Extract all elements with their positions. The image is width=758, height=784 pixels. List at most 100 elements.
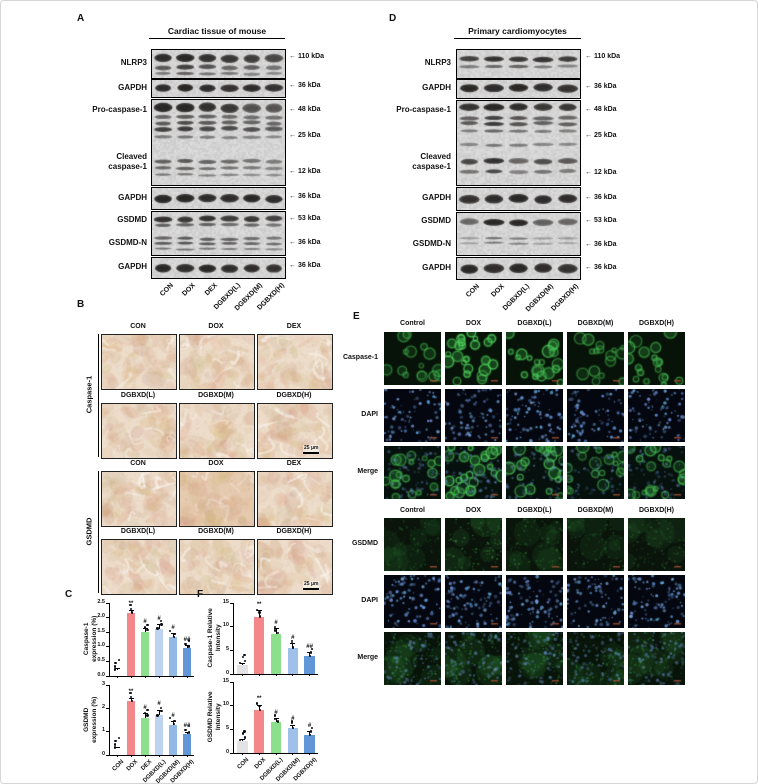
- error-bar: [258, 704, 260, 711]
- y-tick: [106, 684, 110, 686]
- wb-d-caspase1-blot: [456, 100, 581, 186]
- wb-a-gapdh3-blot: [151, 257, 286, 279]
- ihc-col-header: DGBXD(H): [276, 528, 312, 535]
- data-point-dot: [156, 627, 159, 630]
- x-tick: [241, 753, 243, 755]
- error-bar-cap: [239, 739, 245, 741]
- error-bar: [186, 731, 188, 734]
- x-tick: [116, 676, 118, 678]
- x-tick: [158, 676, 160, 678]
- ihc-image: [179, 539, 255, 595]
- y-tick: [106, 617, 110, 619]
- y-tick: [106, 602, 110, 604]
- data-point-dot: [129, 695, 132, 698]
- y-tick-label: 2.0: [97, 613, 105, 620]
- y-tick: [106, 646, 110, 648]
- bar: [126, 701, 136, 755]
- y-axis-label-line: Caspase-1 Relative: [207, 608, 215, 668]
- panel-a-label: A: [77, 13, 85, 24]
- y-axis-label-line: GSDMD Relative: [207, 691, 215, 743]
- error-bar: [186, 645, 188, 649]
- significance-label: #: [171, 624, 175, 631]
- ihc-image: [101, 334, 177, 390]
- error-bar: [292, 643, 294, 648]
- significance-label: **: [256, 601, 262, 608]
- significance-label: #: [157, 701, 161, 707]
- if-image: [445, 575, 502, 628]
- y-tick-label: 10: [222, 701, 229, 708]
- data-point-dot: [129, 603, 132, 607]
- error-bar: [309, 731, 311, 735]
- y-tick: [230, 752, 234, 754]
- wb-a-nlrp3-label: NLRP3: [120, 58, 147, 67]
- data-point-dot: [173, 632, 176, 636]
- significance-label: #: [171, 712, 175, 719]
- ihc-col-header: DEX: [286, 460, 302, 467]
- significance-label: #: [274, 619, 278, 626]
- bar: [237, 664, 248, 674]
- panel-c-label: C: [65, 589, 73, 600]
- error-bar-cap: [128, 697, 134, 699]
- y-axis-label-line: Intensity: [215, 624, 222, 652]
- significance-label: #: [143, 704, 147, 711]
- if-col-header: DOX: [465, 320, 482, 327]
- x-tick: [158, 755, 160, 757]
- error-bar-cap: [307, 652, 313, 654]
- y-tick: [230, 673, 234, 675]
- group-bracket-line: [98, 471, 99, 593]
- significance-label: ##: [306, 643, 313, 650]
- data-point-dot: [131, 611, 134, 614]
- y-tick: [230, 728, 234, 730]
- wb-a-procaspase-label: Pro-caspase-1: [92, 105, 147, 114]
- data-point-dot: [187, 645, 190, 648]
- wb-d-gapdh3-blot: [456, 257, 581, 280]
- data-point-dot: [143, 626, 146, 629]
- kda-marker: 36 kDa: [289, 82, 321, 89]
- lane-label: DGBXD(H): [256, 282, 286, 312]
- data-point-dot: [146, 714, 149, 717]
- if-image: [384, 446, 441, 499]
- if-image: [506, 446, 563, 499]
- kda-marker: 36 kDa: [289, 193, 321, 200]
- data-point-dot: [172, 635, 175, 638]
- data-point-dot: [131, 699, 134, 702]
- ihc-col-header: DOX: [208, 323, 224, 330]
- kda-marker: 110 kDa: [585, 53, 620, 60]
- wb-a-cleaved-label-2: caspase-1: [108, 162, 147, 171]
- ihc-image: [257, 334, 333, 390]
- ihc-col-header: DGBXD(L): [120, 528, 156, 535]
- if-image: [445, 518, 502, 571]
- error-bar: [130, 697, 132, 702]
- wb-d-gapdh2-blot: [456, 187, 581, 211]
- if-image: [445, 389, 502, 442]
- bar: [304, 656, 315, 674]
- data-point-dot: [309, 651, 313, 654]
- y-tick-label: 5: [225, 724, 229, 731]
- data-point-dot: [273, 717, 277, 721]
- wb-a-gsdmdn-label: GSDMD-N: [108, 238, 147, 247]
- data-point-dot: [241, 655, 245, 658]
- error-bar-cap: [290, 643, 296, 645]
- panel-d-label: D: [389, 13, 397, 24]
- y-tick: [230, 681, 234, 683]
- error-bar: [144, 627, 146, 633]
- y-axis-label-line: expression (%): [91, 615, 98, 662]
- ihc-gsdmd-group-label: GSDMD: [84, 517, 94, 546]
- wb-d-nlrp3-label: NLRP3: [424, 58, 451, 67]
- if-image: [628, 518, 685, 571]
- kda-marker: 36 kDa: [585, 194, 617, 201]
- bar: [287, 728, 298, 753]
- ihc-image: [257, 539, 333, 595]
- ihc-col-header: DGBXD(H): [276, 392, 312, 399]
- data-point-dot: [129, 691, 132, 695]
- ihc-image: [101, 539, 177, 595]
- error-bar-cap: [184, 645, 190, 647]
- scale-bar-label: 25 μm: [303, 581, 320, 590]
- data-point-dot: [291, 646, 295, 649]
- wb-d-gapdh2-label: GAPDH: [422, 193, 451, 202]
- data-point-dot: [273, 629, 277, 632]
- data-point-dot: [159, 706, 162, 710]
- data-point-dot: [309, 730, 313, 733]
- if-image: [506, 632, 563, 685]
- data-point-dot: [173, 719, 176, 723]
